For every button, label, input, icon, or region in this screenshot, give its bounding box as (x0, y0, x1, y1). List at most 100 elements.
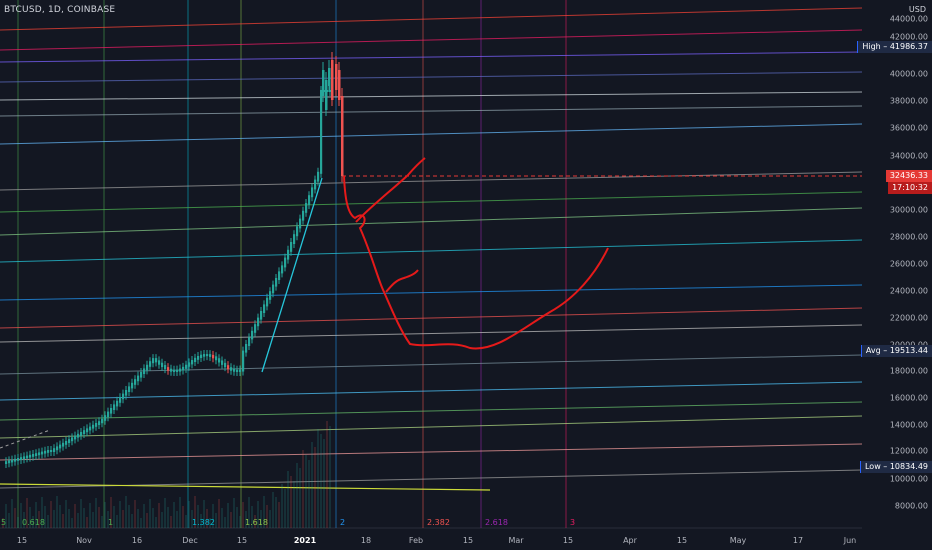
volume-bar (5, 504, 7, 528)
time-tick-label: 15 (16, 536, 28, 545)
candle-body (278, 271, 281, 280)
volume-bar (74, 504, 76, 528)
volume-bar (254, 515, 256, 528)
volume-bar (107, 511, 109, 528)
volume-bar (62, 514, 64, 528)
last-price-tag: 32436.33 (885, 170, 932, 182)
volume-bar (242, 502, 244, 528)
candle-body (182, 366, 185, 371)
candle-body (113, 404, 116, 410)
volume-bar (41, 497, 43, 528)
candle-body (125, 390, 128, 396)
volume-bar (131, 514, 133, 528)
fan-line (0, 105, 863, 117)
candle-body (59, 444, 62, 449)
volume-bar (89, 503, 91, 528)
candle-body (257, 317, 260, 327)
volume-bar (8, 513, 10, 528)
volume-bar (50, 501, 52, 528)
volume-bar (224, 517, 226, 528)
volume-bar (119, 501, 121, 528)
avg-price-tag: Avg – 19513.44 (860, 345, 932, 357)
volume-bar (227, 503, 229, 528)
volume-bar (26, 498, 28, 528)
time-tick-label: 2021 (293, 536, 317, 545)
candle-body (212, 354, 215, 359)
candle-body (287, 249, 290, 260)
candle-body (188, 362, 191, 367)
volume-bar (233, 498, 235, 528)
candle-body (38, 452, 41, 456)
volume-bar (314, 447, 316, 528)
candle-body (290, 242, 293, 252)
price-tick-label: 18000.00 (889, 366, 928, 376)
volume-bar (305, 455, 307, 528)
fib-time-label: 2.618 (485, 518, 508, 527)
time-tick-label: May (729, 536, 747, 545)
volume-bar (299, 468, 301, 528)
candle-body (335, 64, 338, 90)
symbol-title[interactable]: BTCUSD, 1D, COINBASE (4, 5, 116, 15)
candlesticks (5, 52, 344, 468)
candle-body (176, 369, 179, 372)
candle-body (137, 375, 140, 382)
volume-bar (287, 471, 289, 528)
hand-drawn-projection (343, 157, 609, 350)
volume-bar (284, 489, 286, 528)
price-axis[interactable]: 44000.00 42000.00 40000.00 38000.00 36000.00… (857, 0, 932, 550)
volume-bar (104, 502, 106, 528)
volume-bar (32, 516, 34, 528)
dashed-channel (0, 429, 51, 449)
fan-line (0, 71, 863, 83)
time-tick-label: 15 (562, 536, 574, 545)
volume-bar (23, 512, 25, 528)
candle-body (311, 187, 314, 198)
candle-body (242, 350, 245, 372)
volume-bar (86, 517, 88, 528)
volume-bar (257, 501, 259, 528)
price-tick-label: 8000.00 (894, 501, 928, 511)
candle-body (191, 360, 194, 365)
candle-body (68, 439, 71, 443)
candle-body (331, 60, 334, 100)
volume-bar (239, 516, 241, 528)
volume-bar (125, 496, 127, 528)
candle-body (98, 421, 101, 425)
time-tick-label: 15 (236, 536, 248, 545)
candle-body (239, 369, 242, 372)
candle-body (194, 357, 197, 363)
candle-body (149, 361, 152, 367)
volume-bar (311, 442, 313, 528)
fan-line (0, 443, 863, 461)
fan-line (0, 91, 863, 101)
price-tick-label: 14000.00 (889, 420, 928, 430)
candle-body (146, 364, 149, 371)
fan-line (0, 7, 863, 31)
fan-line (0, 29, 863, 51)
candle-body (80, 432, 83, 436)
volume-bar (77, 513, 79, 528)
volume-bar (179, 497, 181, 528)
fan-line (0, 381, 863, 401)
candle-body (221, 360, 224, 365)
candle-body (17, 458, 20, 461)
time-tick-label: Nov (76, 536, 92, 545)
candle-body (152, 358, 155, 364)
price-tick-label: 34000.00 (889, 151, 928, 161)
candle-body (155, 358, 158, 363)
candle-body (266, 297, 269, 307)
volume-bar (128, 505, 130, 528)
candle-body (281, 265, 284, 274)
volume-bar (167, 507, 169, 528)
candle-body (5, 461, 8, 464)
price-tick-label: 30000.00 (889, 205, 928, 215)
volume-bar (134, 500, 136, 528)
candle-body (143, 368, 146, 374)
volume-bar (200, 514, 202, 528)
volume-bar (323, 439, 325, 528)
volume-bar (140, 518, 142, 528)
price-tick-label: 26000.00 (889, 259, 928, 269)
volume-bar (95, 498, 97, 528)
volume-bar (11, 499, 13, 528)
